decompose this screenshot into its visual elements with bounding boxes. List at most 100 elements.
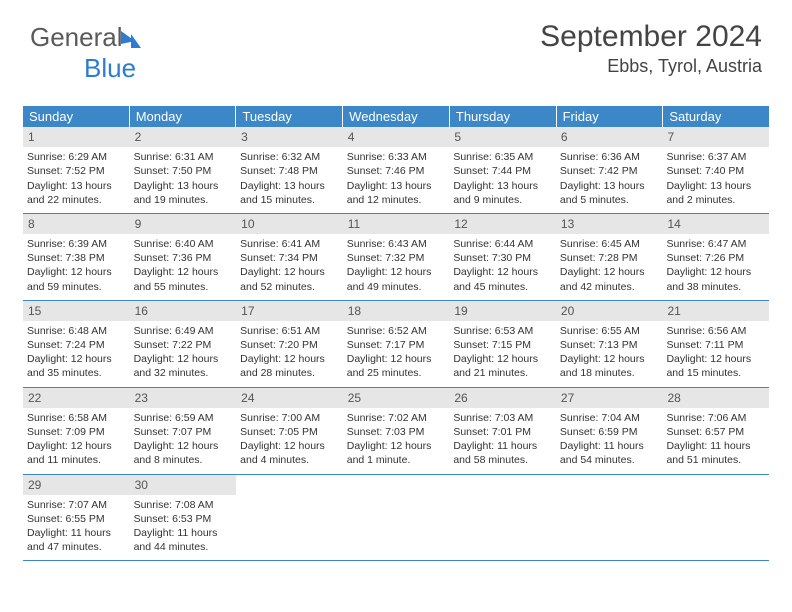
day-cell: 4Sunrise: 6:33 AMSunset: 7:46 PMDaylight… (343, 127, 450, 213)
day-number: 21 (662, 301, 769, 321)
week-row: 1Sunrise: 6:29 AMSunset: 7:52 PMDaylight… (23, 127, 769, 214)
week-row: 22Sunrise: 6:58 AMSunset: 7:09 PMDayligh… (23, 388, 769, 475)
logo: General Blue (30, 22, 141, 84)
day-number: 26 (449, 388, 556, 408)
weekday-header: Wednesday (343, 106, 450, 127)
sunrise-text: Sunrise: 6:40 AM (134, 237, 233, 251)
daylight-text: Daylight: 12 hours and 52 minutes. (240, 265, 339, 293)
sunrise-text: Sunrise: 6:52 AM (347, 324, 446, 338)
weekday-header: Saturday (663, 106, 769, 127)
daylight-text: Daylight: 12 hours and 49 minutes. (347, 265, 446, 293)
day-number: 15 (23, 301, 130, 321)
day-cell: 19Sunrise: 6:53 AMSunset: 7:15 PMDayligh… (449, 301, 556, 387)
sunrise-text: Sunrise: 6:55 AM (560, 324, 659, 338)
day-cell: 21Sunrise: 6:56 AMSunset: 7:11 PMDayligh… (662, 301, 769, 387)
day-cell: 8Sunrise: 6:39 AMSunset: 7:38 PMDaylight… (23, 214, 130, 300)
daylight-text: Daylight: 11 hours and 44 minutes. (134, 526, 233, 554)
daylight-text: Daylight: 12 hours and 42 minutes. (560, 265, 659, 293)
sunset-text: Sunset: 7:13 PM (560, 338, 659, 352)
day-cell: 11 Sunrise: 6:43 AMSunset: 7:32 PMDayligh… (343, 214, 450, 300)
day-cell: 25Sunrise: 7:02 AMSunset: 7:03 PMDayligh… (343, 388, 450, 474)
day-cell: 24Sunrise: 7:00 AMSunset: 7:05 PMDayligh… (236, 388, 343, 474)
sunrise-text: Sunrise: 6:59 AM (134, 411, 233, 425)
day-number: 29 (23, 475, 130, 495)
day-number: 1 (23, 127, 130, 147)
daylight-text: Daylight: 12 hours and 38 minutes. (666, 265, 765, 293)
day-cell: 15 Sunrise: 6:48 AMSunset: 7:24 PMDayligh… (23, 301, 130, 387)
sunrise-text: Sunrise: 6:51 AM (240, 324, 339, 338)
day-cell: 22Sunrise: 6:58 AMSunset: 7:09 PMDayligh… (23, 388, 130, 474)
sunset-text: Sunset: 7:15 PM (453, 338, 552, 352)
day-number: 19 (449, 301, 556, 321)
logo-text-2: Blue (84, 53, 136, 83)
daylight-text: Daylight: 11 hours and 51 minutes. (666, 439, 765, 467)
daylight-text: Daylight: 13 hours and 22 minutes. (27, 179, 126, 207)
day-number: 22 (23, 388, 130, 408)
daylight-text: Daylight: 12 hours and 8 minutes. (134, 439, 233, 467)
weeks-container: 1Sunrise: 6:29 AMSunset: 7:52 PMDaylight… (23, 127, 769, 561)
day-cell: 30Sunrise: 7:08 AMSunset: 6:53 PMDayligh… (130, 475, 237, 561)
daylight-text: Daylight: 11 hours and 54 minutes. (560, 439, 659, 467)
day-number: 28 (662, 388, 769, 408)
sunset-text: Sunset: 7:01 PM (453, 425, 552, 439)
weekday-header-row: SundayMondayTuesdayWednesdayThursdayFrid… (23, 106, 769, 127)
sunrise-text: Sunrise: 6:39 AM (27, 237, 126, 251)
sunrise-text: Sunrise: 6:48 AM (27, 324, 126, 338)
sunrise-text: Sunrise: 6:32 AM (240, 150, 339, 164)
daylight-text: Daylight: 13 hours and 9 minutes. (453, 179, 552, 207)
sunset-text: Sunset: 7:48 PM (240, 164, 339, 178)
day-cell: 3Sunrise: 6:32 AMSunset: 7:48 PMDaylight… (236, 127, 343, 213)
daylight-text: Daylight: 13 hours and 2 minutes. (666, 179, 765, 207)
day-number: 5 (449, 127, 556, 147)
sunrise-text: Sunrise: 6:43 AM (347, 237, 446, 251)
weekday-header: Sunday (23, 106, 130, 127)
day-cell: 9Sunrise: 6:40 AMSunset: 7:36 PMDaylight… (130, 214, 237, 300)
sunset-text: Sunset: 7:46 PM (347, 164, 446, 178)
day-cell: 18Sunrise: 6:52 AMSunset: 7:17 PMDayligh… (343, 301, 450, 387)
day-number: 17 (236, 301, 343, 321)
day-cell: 7Sunrise: 6:37 AMSunset: 7:40 PMDaylight… (662, 127, 769, 213)
day-number: 4 (343, 127, 450, 147)
day-cell: 13Sunrise: 6:45 AMSunset: 7:28 PMDayligh… (556, 214, 663, 300)
sunrise-text: Sunrise: 6:33 AM (347, 150, 446, 164)
weekday-header: Thursday (450, 106, 557, 127)
sunset-text: Sunset: 7:32 PM (347, 251, 446, 265)
daylight-text: Daylight: 11 hours and 47 minutes. (27, 526, 126, 554)
sunrise-text: Sunrise: 6:47 AM (666, 237, 765, 251)
sunrise-text: Sunrise: 6:56 AM (666, 324, 765, 338)
sunrise-text: Sunrise: 6:41 AM (240, 237, 339, 251)
day-number: 18 (343, 301, 450, 321)
day-number: 2 (130, 127, 237, 147)
sunset-text: Sunset: 6:55 PM (27, 512, 126, 526)
empty-cell (343, 475, 450, 561)
daylight-text: Daylight: 12 hours and 1 minute. (347, 439, 446, 467)
daylight-text: Daylight: 13 hours and 19 minutes. (134, 179, 233, 207)
day-number: 14 (662, 214, 769, 234)
daylight-text: Daylight: 12 hours and 35 minutes. (27, 352, 126, 380)
day-number: 11 (343, 214, 450, 234)
day-number: 27 (556, 388, 663, 408)
sunset-text: Sunset: 7:42 PM (560, 164, 659, 178)
sunrise-text: Sunrise: 7:08 AM (134, 498, 233, 512)
sunrise-text: Sunrise: 7:07 AM (27, 498, 126, 512)
sunset-text: Sunset: 7:50 PM (134, 164, 233, 178)
daylight-text: Daylight: 12 hours and 21 minutes. (453, 352, 552, 380)
sunrise-text: Sunrise: 7:02 AM (347, 411, 446, 425)
sunrise-text: Sunrise: 6:58 AM (27, 411, 126, 425)
weekday-header: Tuesday (236, 106, 343, 127)
day-cell: 1Sunrise: 6:29 AMSunset: 7:52 PMDaylight… (23, 127, 130, 213)
sunrise-text: Sunrise: 7:04 AM (560, 411, 659, 425)
sunset-text: Sunset: 7:24 PM (27, 338, 126, 352)
day-cell: 29 Sunrise: 7:07 AMSunset: 6:55 PMDayligh… (23, 475, 130, 561)
day-cell: 10Sunrise: 6:41 AMSunset: 7:34 PMDayligh… (236, 214, 343, 300)
sunrise-text: Sunrise: 6:35 AM (453, 150, 552, 164)
sunset-text: Sunset: 7:36 PM (134, 251, 233, 265)
day-number: 23 (130, 388, 237, 408)
day-number: 16 (130, 301, 237, 321)
daylight-text: Daylight: 12 hours and 18 minutes. (560, 352, 659, 380)
sunset-text: Sunset: 7:20 PM (240, 338, 339, 352)
week-row: 8Sunrise: 6:39 AMSunset: 7:38 PMDaylight… (23, 214, 769, 301)
day-cell: 6Sunrise: 6:36 AMSunset: 7:42 PMDaylight… (556, 127, 663, 213)
daylight-text: Daylight: 12 hours and 25 minutes. (347, 352, 446, 380)
sunrise-text: Sunrise: 6:29 AM (27, 150, 126, 164)
